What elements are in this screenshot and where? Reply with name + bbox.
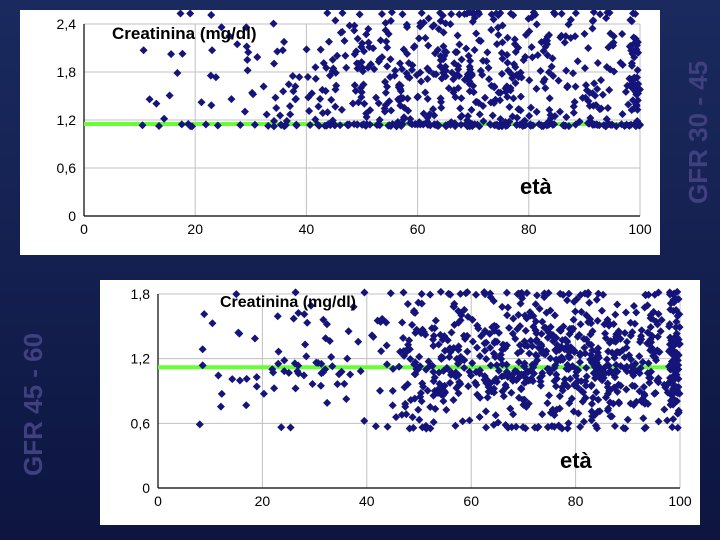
svg-text:1,2: 1,2	[57, 112, 77, 128]
svg-text:20: 20	[255, 493, 271, 509]
svg-text:60: 60	[410, 221, 426, 237]
svg-text:1,8: 1,8	[131, 286, 151, 302]
svg-text:100: 100	[668, 493, 692, 509]
svg-text:0: 0	[154, 493, 162, 509]
chart-top-title: Creatinina (mg/dl)	[112, 24, 257, 44]
gfr-label-bottom-left: GFR 45 - 60	[18, 288, 49, 520]
scatter-plot-top: 0 0,6 1,2 1,8 2,4 0 20 40 60 80 100	[20, 10, 660, 255]
svg-text:40: 40	[299, 221, 315, 237]
svg-text:20: 20	[187, 221, 203, 237]
svg-text:1,2: 1,2	[131, 351, 151, 367]
svg-text:40: 40	[359, 493, 375, 509]
chart-panel-top: 0 0,6 1,2 1,8 2,4 0 20 40 60 80 100 Creatinina (mg…	[20, 10, 660, 255]
svg-text:1,8: 1,8	[57, 64, 77, 80]
chart-bottom-xlabel: età	[560, 448, 592, 474]
svg-text:0: 0	[68, 208, 76, 224]
svg-text:80: 80	[521, 221, 537, 237]
svg-text:0,6: 0,6	[57, 160, 77, 176]
svg-text:0: 0	[80, 221, 88, 237]
chart-bottom-title: Creatinina (mg/dl)	[220, 294, 356, 312]
scatter-plot-bottom: 0 0,6 1,2 1,8 0 20 40 60 80 100	[100, 280, 700, 525]
svg-text:80: 80	[568, 493, 584, 509]
svg-text:2,4: 2,4	[57, 16, 77, 32]
svg-text:60: 60	[463, 493, 479, 509]
svg-text:0,6: 0,6	[131, 415, 151, 431]
svg-text:100: 100	[628, 221, 652, 237]
chart-panel-bottom: 0 0,6 1,2 1,8 0 20 40 60 80 100 Creatinina (mg/dl…	[100, 280, 700, 525]
gfr-label-top-right: GFR 30 - 45	[683, 12, 714, 252]
svg-text:0: 0	[142, 480, 150, 496]
chart-top-xlabel: età	[520, 174, 552, 200]
